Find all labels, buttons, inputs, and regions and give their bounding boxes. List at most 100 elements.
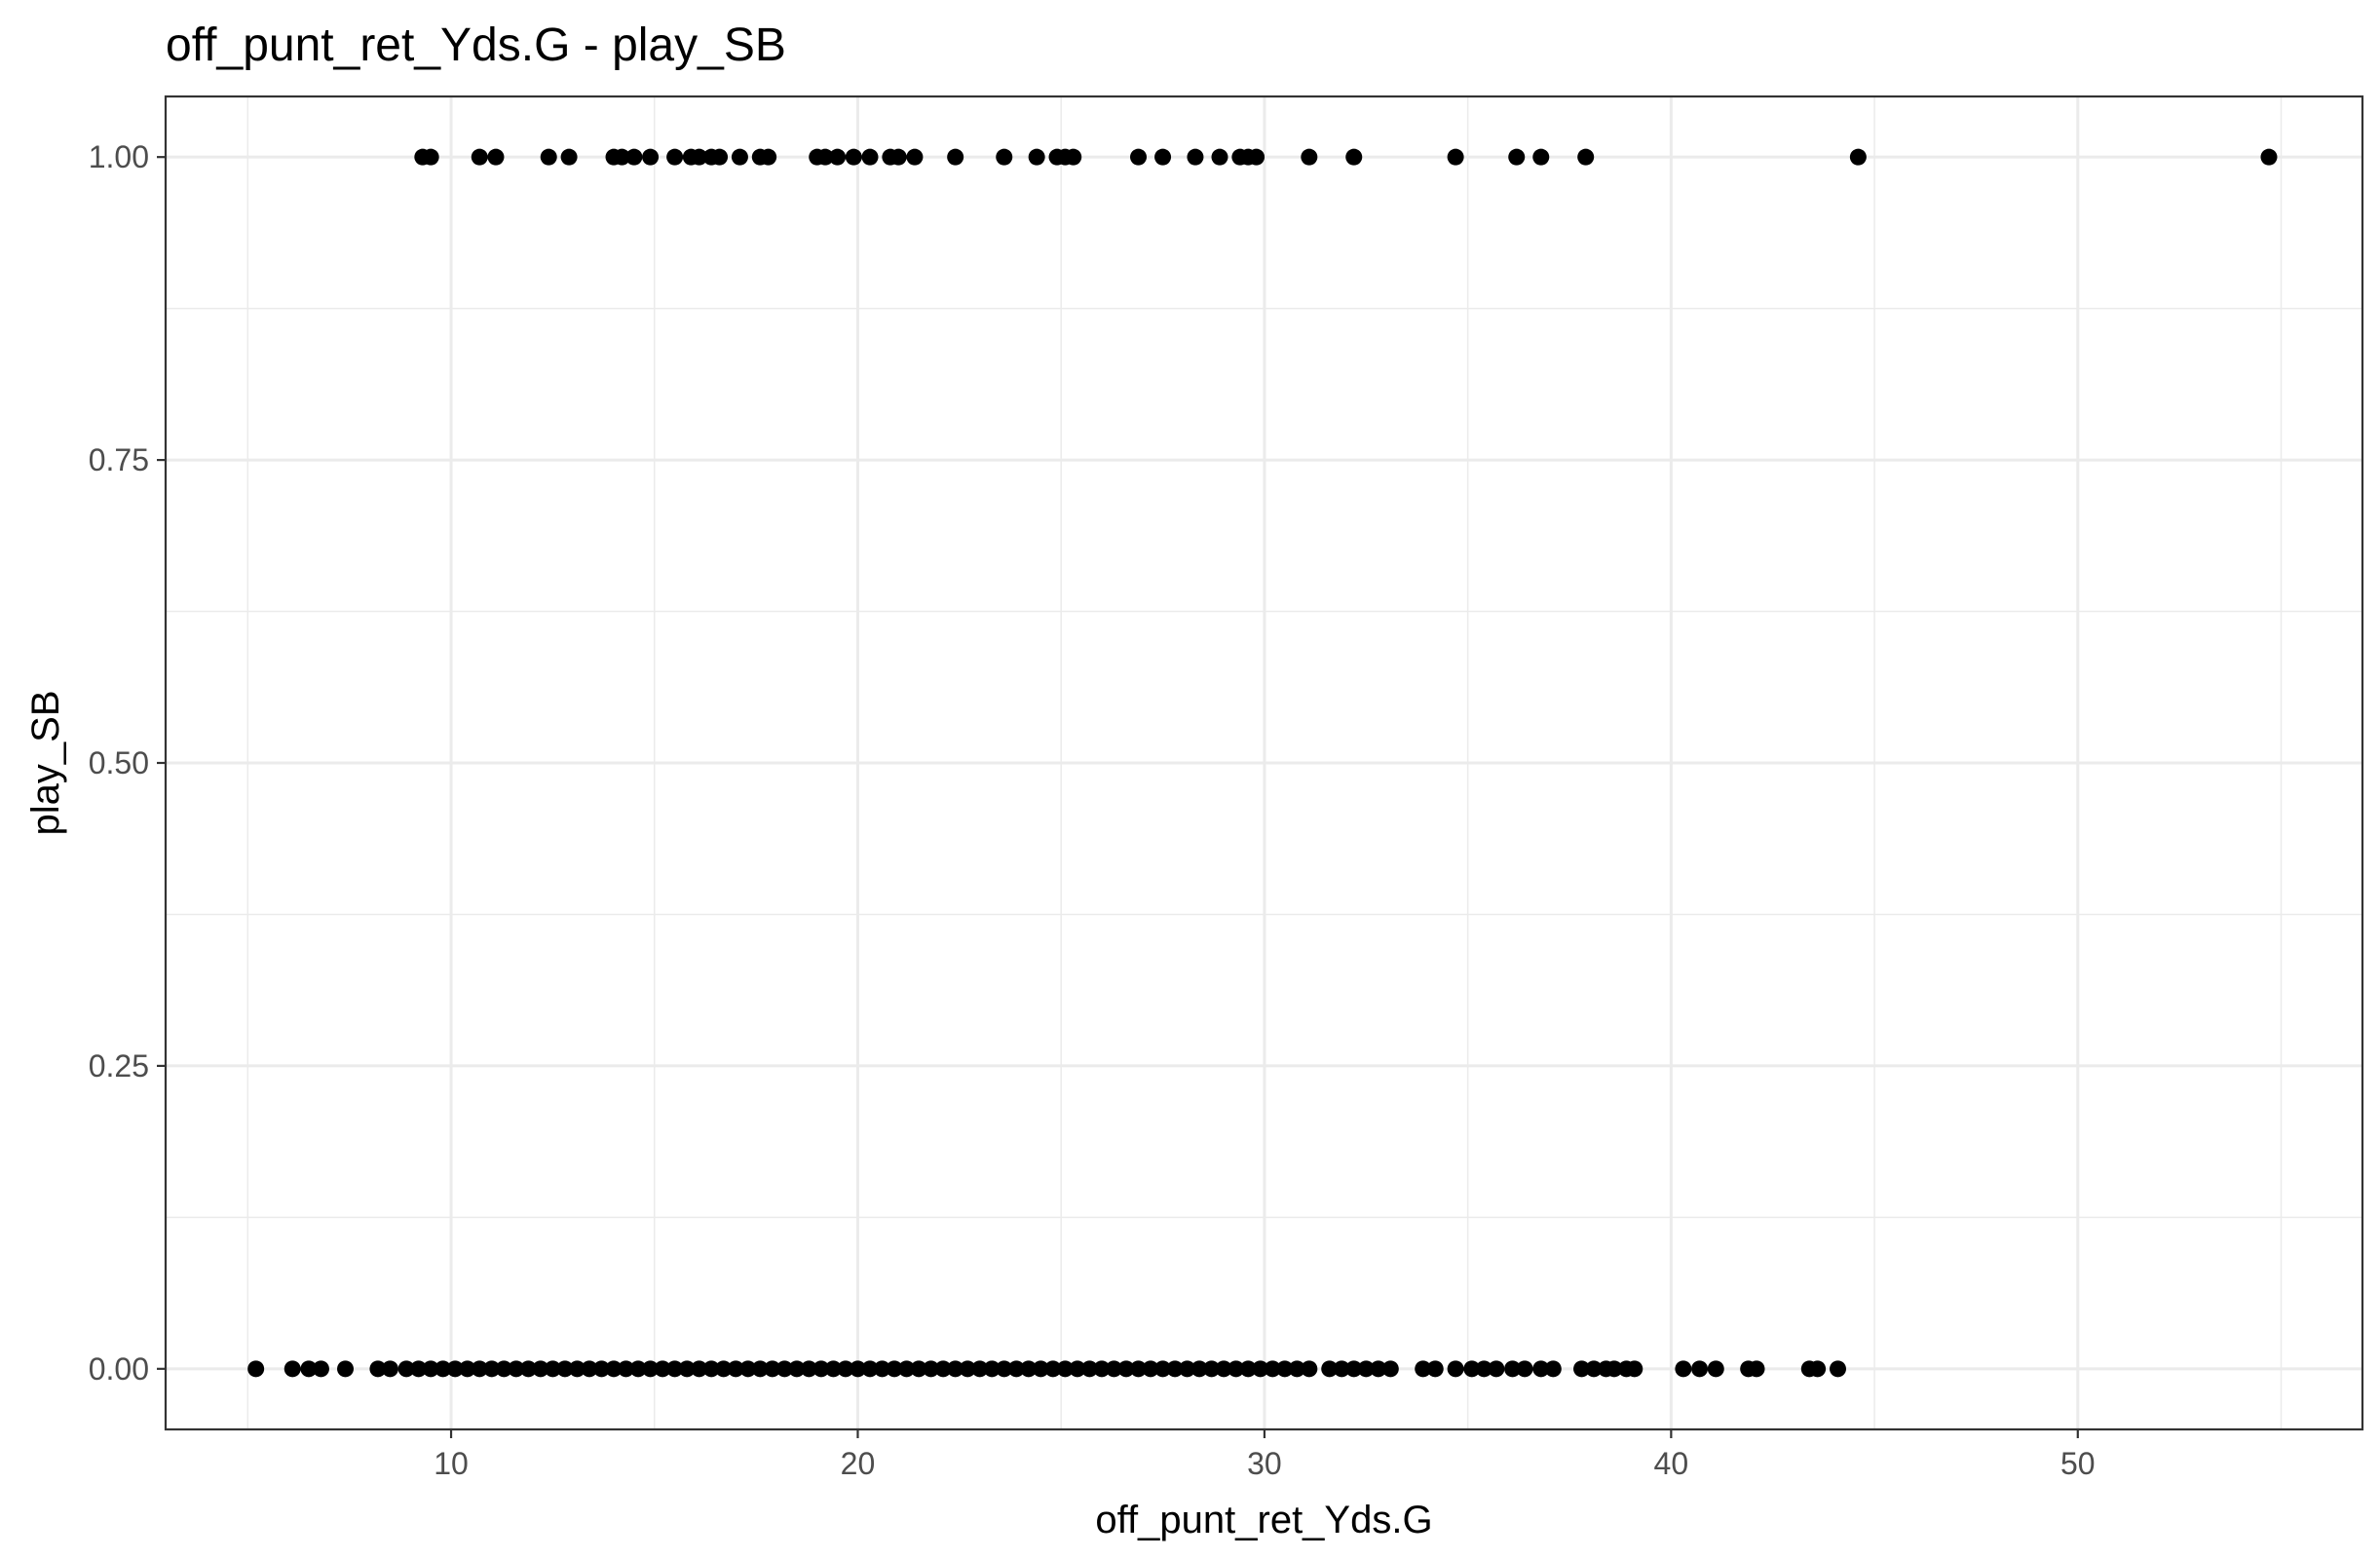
data-point: [642, 148, 660, 166]
data-point: [487, 148, 505, 166]
data-point: [1357, 1360, 1375, 1378]
y-tick-label: 0.75: [89, 442, 149, 477]
x-tick-label: 30: [1247, 1446, 1282, 1481]
data-point: [1508, 148, 1526, 166]
data-point: [1130, 148, 1148, 166]
data-point: [1748, 1360, 1765, 1378]
data-point: [1345, 148, 1363, 166]
y-tick-label: 0.00: [89, 1351, 149, 1387]
data-point: [300, 1360, 318, 1378]
data-point: [727, 1360, 744, 1378]
data-point: [568, 1360, 586, 1378]
data-point: [1345, 1360, 1363, 1378]
data-point: [592, 1360, 610, 1378]
data-point: [1447, 1360, 1464, 1378]
data-point: [1248, 148, 1266, 166]
data-point: [1252, 1360, 1269, 1378]
data-point: [1080, 1360, 1098, 1378]
data-point: [947, 1360, 964, 1378]
data-point: [1573, 1360, 1591, 1378]
data-point: [560, 148, 578, 166]
data-point: [1333, 1360, 1350, 1378]
y-tick-label: 0.25: [89, 1048, 149, 1084]
data-point: [532, 1360, 549, 1378]
y-tick-label: 1.00: [89, 139, 149, 174]
data-point: [824, 1360, 842, 1378]
data-point: [1691, 1360, 1709, 1378]
data-point: [1606, 1360, 1623, 1378]
data-point: [996, 148, 1013, 166]
data-point: [1626, 1360, 1643, 1378]
data-point: [889, 148, 907, 166]
data-point: [625, 148, 643, 166]
data-point: [731, 148, 748, 166]
data-point: [459, 1360, 476, 1378]
data-point: [1069, 1360, 1086, 1378]
data-point: [581, 1360, 598, 1378]
data-point: [1179, 1360, 1196, 1378]
x-tick-label: 40: [1654, 1446, 1689, 1481]
data-point: [1488, 1360, 1505, 1378]
data-point: [983, 1360, 1001, 1378]
data-point: [1504, 1360, 1522, 1378]
data-point: [544, 1360, 561, 1378]
data-point: [508, 1360, 525, 1378]
data-point: [1264, 1360, 1281, 1378]
data-point: [666, 148, 684, 166]
data-point: [1577, 148, 1595, 166]
data-point: [1447, 148, 1464, 166]
data-point: [702, 1360, 720, 1378]
data-point: [691, 148, 708, 166]
data-point: [764, 1360, 781, 1378]
data-point: [1239, 1360, 1257, 1378]
data-point: [1463, 1360, 1481, 1378]
data-point: [788, 1360, 806, 1378]
data-point: [1585, 1360, 1603, 1378]
data-point: [312, 1360, 329, 1378]
data-point: [1007, 1360, 1025, 1378]
data-point: [618, 1360, 635, 1378]
data-point: [1211, 148, 1228, 166]
data-point: [1516, 1360, 1533, 1378]
data-point: [666, 1360, 684, 1378]
data-point: [923, 1360, 940, 1378]
data-point: [1707, 1360, 1724, 1378]
data-point: [691, 1360, 708, 1378]
data-point: [996, 1360, 1013, 1378]
data-point: [715, 1360, 733, 1378]
data-point: [642, 1360, 660, 1378]
data-point: [837, 1360, 854, 1378]
data-point: [1532, 1360, 1550, 1378]
data-point: [1276, 1360, 1294, 1378]
data-point: [739, 1360, 757, 1378]
data-point: [1288, 1360, 1305, 1378]
data-points: [247, 148, 2278, 1378]
data-point: [800, 1360, 817, 1378]
data-point: [910, 1360, 927, 1378]
data-point: [381, 1360, 398, 1378]
axis-ticks: 10 20 30 40 50 0.00 0.25 0.50 0.75 1.00: [89, 139, 2096, 1481]
data-point: [434, 1360, 452, 1378]
chart-title: off_punt_ret_Yds.G - play_SB: [166, 19, 786, 71]
data-point: [247, 1360, 265, 1378]
data-point: [1154, 148, 1172, 166]
y-tick-label: 0.50: [89, 745, 149, 780]
data-point: [1032, 1360, 1049, 1378]
data-point: [1321, 1360, 1339, 1378]
data-point: [1142, 1360, 1159, 1378]
data-point: [397, 1360, 415, 1378]
data-point: [874, 1360, 891, 1378]
data-point: [812, 1360, 830, 1378]
data-point: [886, 1360, 903, 1378]
data-point: [629, 1360, 647, 1378]
data-point: [495, 1360, 512, 1378]
data-point: [410, 1360, 428, 1378]
data-point: [934, 1360, 952, 1378]
data-point: [1381, 1360, 1399, 1378]
data-point: [1130, 1360, 1148, 1378]
data-point: [861, 148, 879, 166]
data-point: [898, 1360, 916, 1378]
data-point: [446, 1360, 464, 1378]
